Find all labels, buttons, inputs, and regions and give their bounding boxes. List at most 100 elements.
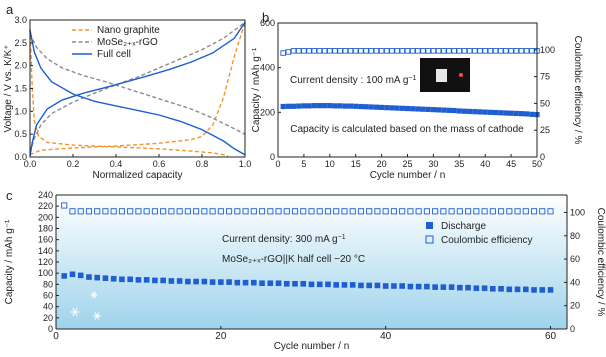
capacity-marker-b xyxy=(487,109,493,115)
discharge-marker-c xyxy=(300,280,307,287)
annotation-c-cell: MoSe₂₊ₓ-rGO||K half cell −20 °C xyxy=(222,254,365,265)
capacity-marker-b xyxy=(285,103,291,109)
efficiency-marker-c xyxy=(481,208,488,215)
discharge-marker-c xyxy=(399,283,405,289)
efficiency-marker-b xyxy=(311,48,318,54)
efficiency-marker-b xyxy=(487,48,494,54)
efficiency-marker-c xyxy=(382,208,389,215)
y-tick-label-b: 200 xyxy=(260,107,275,117)
efficiency-marker-c xyxy=(341,208,348,215)
discharge-marker-c xyxy=(448,284,455,290)
x-tick-label-b: 0 xyxy=(275,159,280,169)
x-tick-label-b: 45 xyxy=(506,159,516,169)
efficiency-marker-c xyxy=(465,208,472,215)
efficiency-marker-b xyxy=(497,48,504,54)
efficiency-marker-b xyxy=(384,48,390,54)
discharge-marker-c xyxy=(415,283,422,290)
capacity-marker-b xyxy=(435,107,442,113)
y-tick-label-a: 3.0 xyxy=(14,15,27,25)
efficiency-marker-c xyxy=(415,208,422,215)
efficiency-marker-c xyxy=(201,208,208,215)
y-axis-label-b: Capacity / mAh g⁻¹ xyxy=(251,47,262,132)
x-tick-label-b: 25 xyxy=(402,159,412,169)
discharge-marker-c xyxy=(119,276,125,283)
efficiency-marker-b xyxy=(435,48,442,54)
panel-label-c: c xyxy=(6,188,13,203)
y-right-tick-label-c: 20 xyxy=(570,301,580,311)
efficiency-marker-c xyxy=(193,208,200,215)
efficiency-marker-b xyxy=(446,48,452,54)
efficiency-marker-c xyxy=(118,208,125,215)
efficiency-marker-b xyxy=(461,48,468,54)
x-axis-label-a: Normalized capacity xyxy=(92,170,182,181)
y-tick-label-c: 80 xyxy=(43,279,53,289)
efficiency-marker-c xyxy=(283,208,290,215)
discharge-marker-c xyxy=(440,284,447,290)
y-tick-label-a: 0.0 xyxy=(14,152,27,162)
efficiency-marker-b xyxy=(420,48,426,54)
discharge-marker-c xyxy=(341,282,348,288)
discharge-marker-c xyxy=(481,285,488,292)
efficiency-marker-b xyxy=(347,48,354,54)
y-tick-label-c: 200 xyxy=(38,212,53,222)
discharge-marker-c xyxy=(432,284,438,290)
x-tick-label-a: 0.6 xyxy=(153,159,166,169)
x-tick-label-b: 40 xyxy=(480,159,490,169)
y-axis-label-a: Voltage / V vs. K/K⁺ xyxy=(3,44,14,132)
efficiency-marker-c xyxy=(94,208,101,215)
efficiency-marker-c xyxy=(226,208,233,215)
y-tick-label-c: 160 xyxy=(38,235,53,245)
x-tick-label-a: 0.8 xyxy=(196,159,209,169)
y-right-tick-label-b: 25 xyxy=(540,125,550,135)
efficiency-marker-c xyxy=(267,208,274,215)
inset-cell-b xyxy=(436,69,447,82)
discharge-marker-c xyxy=(152,277,158,284)
efficiency-marker-c xyxy=(514,208,521,215)
x-tick-label-a: 0.2 xyxy=(67,159,80,169)
series-line-a-3 xyxy=(29,33,246,135)
discharge-marker-c xyxy=(209,279,216,285)
y-right-axis-label-c: Coulombic efficiency / % xyxy=(595,208,606,317)
efficiency-marker-c xyxy=(473,208,480,215)
x-tick-label-a: 0.0 xyxy=(24,159,37,169)
capacity-marker-b xyxy=(342,103,348,109)
discharge-marker-c xyxy=(514,286,521,293)
efficiency-marker-b xyxy=(508,48,514,54)
discharge-marker-c xyxy=(457,284,463,291)
discharge-marker-c xyxy=(143,277,150,283)
capacity-marker-b xyxy=(477,109,483,115)
efficiency-marker-b xyxy=(306,48,312,54)
efficiency-marker-c xyxy=(151,208,158,215)
efficiency-marker-b xyxy=(409,48,416,54)
series-line-a-2 xyxy=(29,21,246,153)
capacity-marker-b xyxy=(358,103,364,110)
y-right-tick-label-b: 0 xyxy=(540,152,545,162)
y-tick-label-a: 1.5 xyxy=(14,84,27,94)
efficiency-marker-c xyxy=(160,208,167,215)
capacity-marker-b xyxy=(410,106,416,112)
capacity-marker-b xyxy=(446,107,452,113)
discharge-marker-c xyxy=(218,279,224,285)
efficiency-marker-b xyxy=(358,48,364,54)
efficiency-marker-b xyxy=(482,48,488,54)
capacity-marker-b xyxy=(420,106,426,112)
panel-label-b: b xyxy=(262,10,269,25)
capacity-marker-b xyxy=(394,105,400,111)
snowflake-icon xyxy=(93,312,101,320)
efficiency-marker-b xyxy=(503,48,509,54)
efficiency-marker-b xyxy=(523,48,530,54)
y-tick-label-c: 20 xyxy=(43,313,53,323)
y-tick-label-c: 0 xyxy=(48,324,53,334)
discharge-marker-c xyxy=(185,278,191,285)
efficiency-marker-c xyxy=(143,208,150,215)
efficiency-marker-c xyxy=(349,208,356,215)
discharge-marker-c xyxy=(382,283,389,289)
efficiency-marker-c xyxy=(366,208,373,215)
efficiency-marker-c xyxy=(184,208,191,215)
efficiency-marker-c xyxy=(407,208,414,215)
efficiency-marker-c xyxy=(390,208,397,215)
y-right-tick-label-b: 75 xyxy=(540,72,550,82)
capacity-marker-b xyxy=(399,105,405,111)
y-tick-label-c: 40 xyxy=(43,302,53,312)
capacity-marker-b xyxy=(379,104,385,111)
